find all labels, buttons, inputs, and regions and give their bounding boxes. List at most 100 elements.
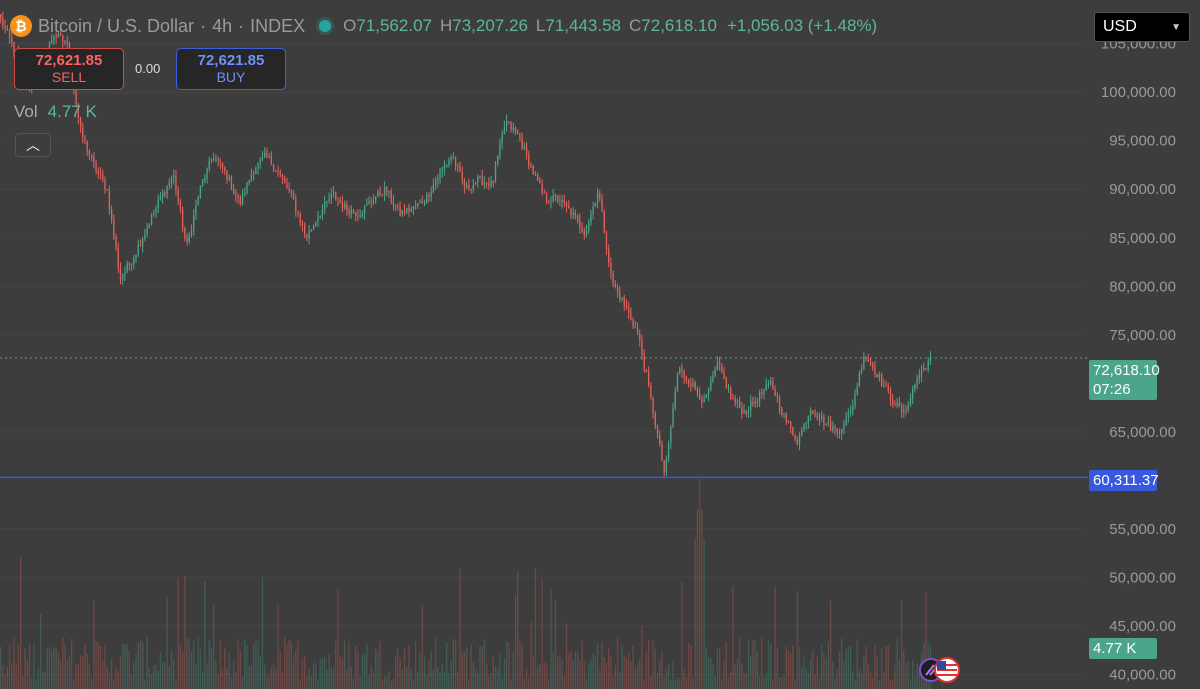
candle-body bbox=[485, 182, 488, 184]
close-label: C bbox=[629, 16, 642, 35]
candle-body bbox=[190, 230, 193, 235]
volume-bar bbox=[872, 678, 874, 689]
candle-body bbox=[0, 14, 2, 19]
candle-body bbox=[805, 423, 807, 425]
currency-select[interactable]: USD ▼ bbox=[1094, 12, 1190, 42]
volume-bar bbox=[421, 604, 423, 689]
volume-bar bbox=[763, 677, 765, 689]
volume-bar bbox=[190, 651, 193, 689]
volume-bar bbox=[483, 639, 486, 689]
symbol-name[interactable]: Bitcoin / U.S. Dollar bbox=[38, 15, 195, 36]
volume-bar bbox=[317, 679, 319, 689]
volume-bar bbox=[621, 645, 623, 689]
candle-body bbox=[505, 121, 508, 127]
volume-bar bbox=[35, 680, 37, 689]
volume-bar bbox=[164, 662, 166, 689]
exchange-label: INDEX bbox=[250, 15, 306, 36]
candle-body bbox=[801, 430, 803, 436]
volume-bar bbox=[588, 664, 590, 689]
candle-body bbox=[814, 413, 816, 415]
candle-body bbox=[448, 160, 450, 165]
volume-bar bbox=[576, 651, 579, 689]
candle-body bbox=[184, 228, 186, 238]
candle-body bbox=[636, 327, 639, 333]
volume-bar bbox=[161, 662, 164, 689]
economic-events-icon[interactable] bbox=[918, 656, 964, 684]
collapse-legend-button[interactable]: ︿ bbox=[15, 133, 51, 157]
candle-body bbox=[627, 307, 630, 313]
candle-body bbox=[84, 137, 86, 141]
candle-body bbox=[108, 190, 111, 210]
volume-bar bbox=[17, 644, 20, 689]
candle-body bbox=[892, 400, 894, 405]
volume-bar bbox=[461, 651, 463, 689]
volume-bar bbox=[599, 670, 601, 689]
volume-bar bbox=[146, 636, 148, 689]
buy-button[interactable]: 72,621.85 BUY bbox=[176, 48, 286, 90]
volume-bar bbox=[741, 662, 743, 689]
price-axis-label: 95,000.00 bbox=[1109, 133, 1176, 150]
candle-body bbox=[590, 213, 592, 223]
volume-bar bbox=[11, 662, 13, 689]
candle-body bbox=[796, 439, 798, 445]
volume-bar bbox=[481, 646, 483, 689]
candle-body bbox=[268, 155, 270, 157]
candle-body bbox=[113, 219, 115, 237]
volume-bar bbox=[208, 640, 210, 689]
candle-body bbox=[676, 373, 679, 392]
candle-body bbox=[543, 191, 545, 194]
candle-body bbox=[654, 413, 656, 427]
volume-bar bbox=[869, 672, 872, 689]
volume-bar bbox=[694, 539, 696, 689]
volume-bar bbox=[710, 658, 712, 689]
volume-bar bbox=[328, 654, 330, 689]
candle-body bbox=[521, 138, 523, 149]
volume-legend[interactable]: Vol 4.77 K bbox=[14, 102, 97, 122]
sell-button[interactable]: 72,621.85 SELL bbox=[14, 48, 124, 90]
volume-bar bbox=[279, 652, 281, 689]
volume-bar bbox=[73, 680, 75, 689]
volume-bar bbox=[623, 655, 625, 689]
candle-body bbox=[612, 273, 614, 285]
candle-body bbox=[896, 402, 898, 406]
volume-bar bbox=[37, 667, 40, 689]
volume-bar bbox=[805, 667, 807, 689]
volume-bar bbox=[494, 665, 497, 689]
price-axis-label: 55,000.00 bbox=[1109, 521, 1176, 538]
volume-bar bbox=[776, 647, 778, 689]
candle-body bbox=[299, 213, 301, 223]
candle-body bbox=[124, 271, 126, 276]
candle-body bbox=[514, 127, 517, 132]
candle-body bbox=[381, 195, 384, 197]
volume-bar bbox=[647, 639, 650, 689]
candle-body bbox=[241, 193, 244, 204]
candle-body bbox=[852, 406, 854, 412]
volume-bar bbox=[672, 661, 674, 689]
volume-bar bbox=[756, 650, 759, 689]
volume-bar bbox=[348, 641, 350, 689]
candle-body bbox=[699, 393, 701, 400]
volume-bar bbox=[627, 653, 630, 689]
interval-label[interactable]: 4h bbox=[212, 15, 233, 36]
candle-body bbox=[272, 164, 275, 171]
volume-bar bbox=[31, 677, 33, 689]
volume-bar bbox=[887, 645, 889, 689]
horizontal-line-price-tag[interactable]: 60,311.37 bbox=[1089, 470, 1159, 491]
candle-body bbox=[523, 146, 526, 149]
candle-body bbox=[556, 196, 559, 201]
candle-body bbox=[326, 200, 328, 202]
volume-bar bbox=[477, 673, 479, 689]
volume-bar bbox=[801, 666, 803, 689]
volume-bar bbox=[252, 643, 255, 689]
candle-body bbox=[368, 201, 370, 204]
candle-body bbox=[188, 234, 190, 242]
candle-body bbox=[599, 193, 601, 199]
candle-body bbox=[372, 200, 375, 202]
candle-body bbox=[858, 371, 861, 387]
candle-body bbox=[576, 215, 579, 220]
volume-bar bbox=[916, 663, 918, 689]
volume-bar bbox=[616, 638, 619, 689]
candle-body bbox=[2, 18, 4, 26]
candle-body bbox=[335, 192, 337, 199]
